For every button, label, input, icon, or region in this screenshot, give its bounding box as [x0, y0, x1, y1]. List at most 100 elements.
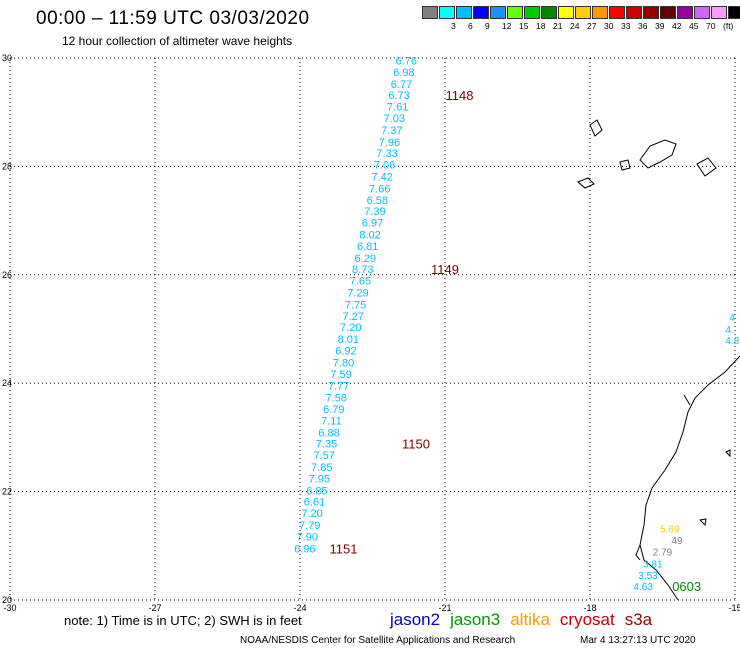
- satellite-legend: jason2 jason3 altika cryosat s3a: [390, 610, 662, 630]
- pass-time-label: 1150: [402, 437, 430, 452]
- coastline-bay: [635, 544, 641, 561]
- legend-label: 27: [587, 21, 597, 31]
- wave-height-value: 7.79: [299, 520, 320, 532]
- wave-height-value: 6.76: [396, 56, 417, 68]
- wave-height-value: 6.73: [388, 90, 409, 102]
- edge-wave-value: 4: [729, 313, 735, 324]
- y-tick-label: 30: [2, 53, 12, 63]
- wave-height-value: 6.77: [391, 79, 412, 91]
- wave-height-value: 7.03: [384, 113, 405, 125]
- legend-swatch: [677, 6, 693, 19]
- satellite-jason2: jason2: [390, 610, 441, 629]
- pass-time-label: 1148: [446, 88, 474, 103]
- wave-height-value: 8.02: [359, 229, 380, 241]
- legend-label: 24: [570, 21, 580, 31]
- wave-height-value: 6.81: [357, 241, 378, 253]
- legend-swatch: [609, 6, 625, 19]
- color-legend-labels: 3 6 9 12 15 18 21 24 27 30 33 36 39 42 45 70 (ft): [422, 21, 740, 35]
- legend-label: 6: [468, 21, 473, 31]
- wave-height-value: 8.01: [338, 334, 359, 346]
- coast-wave-value: 2.79: [653, 548, 673, 559]
- coast-wave-value: 49: [671, 536, 683, 547]
- coast-wave-value: 3.53: [638, 571, 658, 582]
- wave-height-value: 7.33: [376, 148, 397, 160]
- wave-height-value: 7.95: [309, 473, 330, 485]
- wave-height-value: 7.80: [333, 357, 354, 369]
- legend-swatch: [643, 6, 659, 19]
- coast-wave-value: 3.81: [643, 559, 663, 570]
- island-outline: [696, 157, 717, 177]
- x-tick-label: -18: [583, 603, 596, 613]
- color-legend: [422, 6, 740, 19]
- wave-height-value: 7.37: [381, 125, 402, 137]
- x-tick-label: -15: [728, 603, 740, 613]
- legend-label: (ft): [723, 21, 734, 31]
- page-subtitle: 12 hour collection of altimeter wave hei…: [62, 34, 293, 48]
- legend-swatch: [575, 6, 591, 19]
- wave-height-value: 7.96: [379, 137, 400, 149]
- wave-height-value: 6.58: [367, 195, 388, 207]
- pass-time-label: 1149: [431, 262, 459, 277]
- satellite-cryosat: cryosat: [559, 610, 615, 629]
- legend-label: 45: [689, 21, 699, 31]
- coast-wave-value: 5.69: [660, 524, 680, 535]
- legend-label: 15: [519, 21, 529, 31]
- legend-swatch: [507, 6, 523, 19]
- wave-height-value: 6.61: [304, 497, 325, 509]
- island-outline: [725, 449, 731, 458]
- footer-credit: NOAA/NESDIS Center for Satellite Applica…: [240, 635, 516, 646]
- legend-label: 70: [706, 21, 716, 31]
- wave-height-value: 7.57: [313, 450, 334, 462]
- wave-height-value: 7.61: [387, 102, 408, 114]
- y-tick-label: 24: [2, 378, 12, 388]
- legend-label: 9: [485, 21, 490, 31]
- wave-height-value: 7.06: [374, 160, 395, 172]
- wave-height-value: 6.96: [294, 543, 315, 555]
- legend-label: 12: [502, 21, 512, 31]
- legend-label: 21: [553, 21, 563, 31]
- legend-swatch: [439, 6, 455, 19]
- legend-label: 39: [655, 21, 665, 31]
- satellite-s3a: s3a: [624, 610, 653, 629]
- wave-height-value: 7.29: [347, 287, 368, 299]
- y-tick-label: 22: [2, 487, 12, 497]
- wave-height-value: 7.11: [321, 415, 342, 427]
- x-tick-label: -21: [438, 603, 451, 613]
- wave-height-value: 7.27: [342, 311, 363, 323]
- wave-height-value: 7.66: [369, 183, 390, 195]
- legend-swatch: [592, 6, 608, 19]
- wave-height-value: 6.79: [323, 404, 344, 416]
- coastline-detail: [683, 394, 691, 406]
- x-tick-label: -24: [293, 603, 306, 613]
- island-outline: [698, 518, 707, 527]
- footer-timestamp: Mar 4 13:27:13 UTC 2020: [580, 635, 696, 646]
- wave-height-value: 7.85: [311, 462, 332, 474]
- legend-swatch: [711, 6, 727, 19]
- island-outline: [639, 139, 677, 169]
- wave-height-value: 7.77: [328, 381, 349, 393]
- wave-height-value: 8.73: [352, 264, 373, 276]
- coast-wave-value: 4.63: [633, 582, 653, 593]
- wave-height-value: 6.92: [335, 345, 356, 357]
- satellite-jason3: jason3: [450, 610, 501, 629]
- wave-height-value: 7.20: [340, 322, 361, 334]
- page-title: 00:00 – 11:59 UTC 03/03/2020: [36, 8, 310, 29]
- wave-height-value: 7.35: [316, 439, 337, 451]
- wave-height-value: 7.75: [345, 299, 366, 311]
- legend-label: 18: [536, 21, 546, 31]
- coast-pass-time: 0603: [672, 579, 701, 594]
- x-tick-label: -30: [3, 603, 16, 613]
- wave-height-value: 6.97: [362, 218, 383, 230]
- legend-swatch: [490, 6, 506, 19]
- legend-swatch: [728, 6, 740, 19]
- island-outline: [577, 177, 595, 189]
- wave-height-value: 6.29: [355, 253, 376, 265]
- island-outline: [589, 119, 603, 137]
- island-outline: [619, 159, 631, 171]
- wave-height-value: 6.85: [306, 485, 327, 497]
- legend-swatch: [694, 6, 710, 19]
- wave-height-value: 7.65: [350, 276, 371, 288]
- edge-wave-value: 4.: [725, 325, 733, 336]
- y-tick-label: 20: [2, 595, 12, 605]
- legend-swatch: [660, 6, 676, 19]
